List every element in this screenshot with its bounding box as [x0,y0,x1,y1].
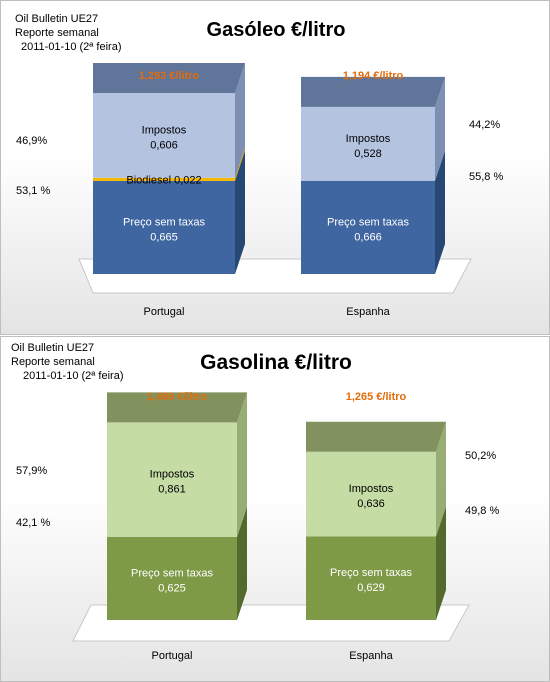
bar-series-name: Impostos [142,124,187,136]
bar-side-biodiesel [235,147,245,181]
bar-side-impostos [436,421,446,537]
bar-top-face [301,76,445,107]
bar-side-pre-o-sem-taxas [436,506,446,620]
bar-value-label: 0,666 [354,231,382,243]
bar-side-pre-o-sem-taxas [237,506,247,620]
bar-segment-pre-o-sem-taxas-portugal [107,536,237,620]
x-category-label: Portugal [144,306,185,318]
bar-label-biodiesel: Biodiesel 0,022 [126,174,201,186]
percent-label-base: 42,1 % [16,517,50,529]
percent-label-tax: 44,2% [469,119,500,131]
bar-side-impostos [237,392,247,537]
report-header-line: Oil Bulletin UE27 [15,13,98,25]
bar-series-name: Impostos [346,133,391,145]
bar-segment-biodiesel-portugal [93,177,235,181]
bar-side-pre-o-sem-taxas [235,150,245,274]
bar-value-label: 0,861 [158,484,186,496]
report-header-line: 2011-01-10 (2ª feira) [21,41,121,53]
bar-segment-pre-o-sem-taxas-portugal [93,180,235,274]
percent-label-base: 53,1 % [16,185,50,197]
bar-series-name: Preço sem taxas [131,567,213,579]
bar-top-face [107,392,247,423]
percent-label-tax: 46,9% [16,135,47,147]
bar-value-label: 0,665 [150,231,178,243]
gasoline-chart: Oil Bulletin UE27 Reporte semanal 2011-01-… [11,342,499,662]
bar-series-name: Impostos [349,483,394,495]
bar-total-label: 1,293 €/litro [139,70,200,82]
bar-side-impostos [235,62,245,178]
bar-segment-impostos-espanha [301,106,435,181]
bar-series-name: Preço sem taxas [327,216,409,228]
gasoline-chart-panel: Oil Bulletin UE27 Reporte semanal 2011-01-… [0,336,550,682]
bar-segment-impostos-espanha [306,451,436,537]
bar-value-label: 0,629 [357,582,385,594]
bar-series-name: Impostos [150,469,195,481]
diesel-chart: Oil Bulletin UE27 Reporte semanal 2011-01-… [15,13,503,318]
bar-side-pre-o-sem-taxas [435,150,445,274]
bar-top-face [93,62,245,93]
bar-value-label: 0,625 [158,582,186,594]
percent-label-base: 55,8 % [469,171,503,183]
bar-segment-impostos-portugal [107,422,237,537]
bar-total-label: 1,194 €/litro [343,70,404,82]
report-header-line: 2011-01-10 (2ª feira) [23,370,123,382]
chart-title: Gasolina €/litro [200,351,352,374]
bar-total-label: 1,265 €/litro [346,391,407,403]
percent-label-tax: 50,2% [465,450,496,462]
x-category-label: Espanha [349,650,393,662]
report-header-line: Oil Bulletin UE27 [11,342,94,354]
bar-value-label: 0,528 [354,148,382,160]
bar-series-name: Preço sem taxas [123,216,205,228]
report-header-line: Reporte semanal [11,356,95,368]
bar-segment-impostos-portugal [93,92,235,178]
report-header-line: Reporte semanal [15,27,99,39]
bar-series-name: Preço sem taxas [330,567,412,579]
bar-segment-pre-o-sem-taxas-espanha [301,180,435,274]
bar-value-label: 0,606 [150,139,178,151]
bar-side-impostos [435,76,445,181]
bar-top-face [306,421,446,452]
bar-total-label: 1,486 €/litro [147,391,208,403]
bar-value-label: 0,636 [357,498,385,510]
chart-title: Gasóleo €/litro [207,19,346,41]
percent-label-base: 49,8 % [465,505,499,517]
percent-label-tax: 57,9% [16,465,47,477]
diesel-chart-panel: Oil Bulletin UE27 Reporte semanal 2011-01-… [0,0,550,335]
x-category-label: Portugal [152,650,193,662]
bar-segment-pre-o-sem-taxas-espanha [306,536,436,620]
x-category-label: Espanha [346,306,390,318]
